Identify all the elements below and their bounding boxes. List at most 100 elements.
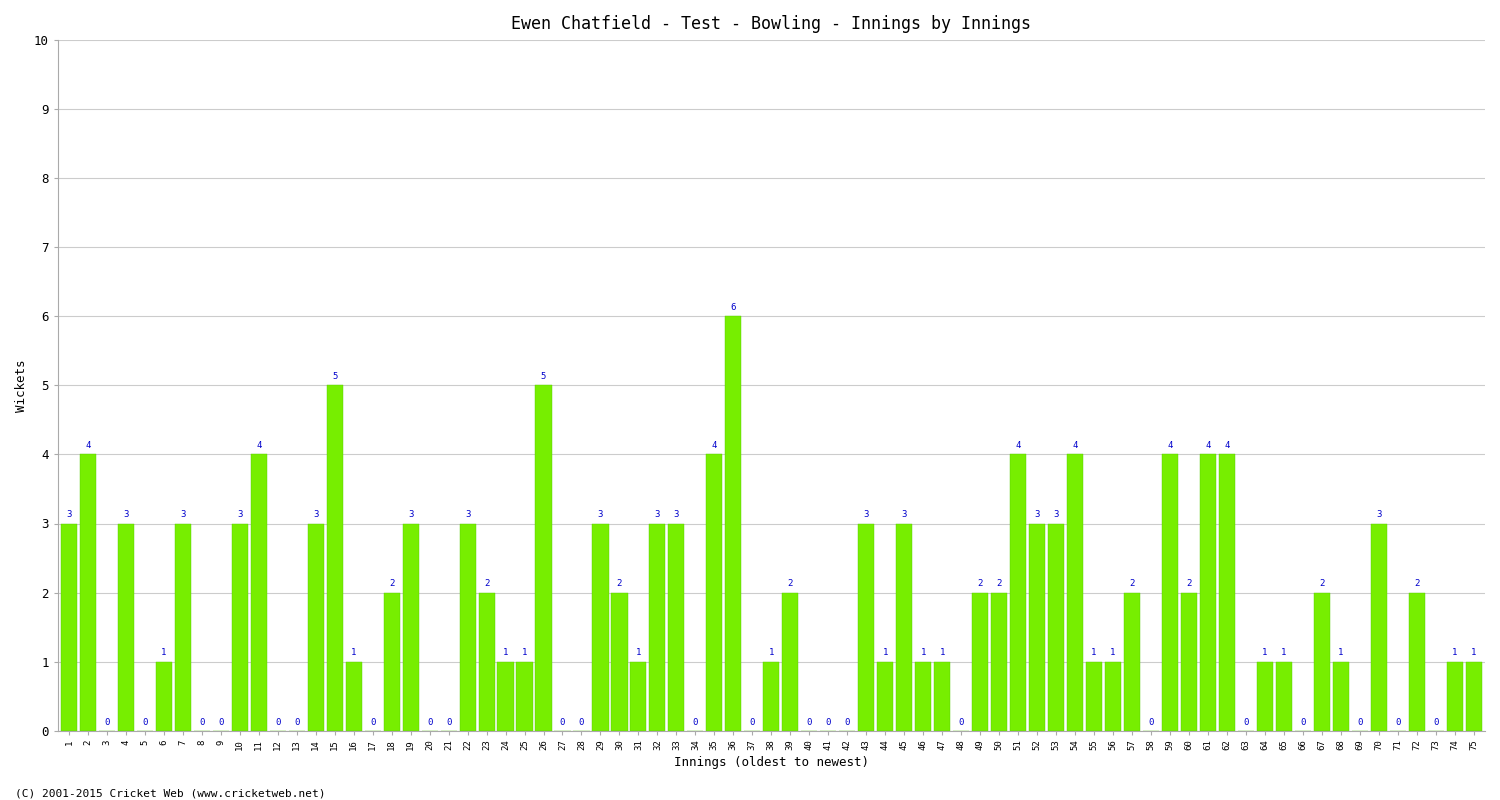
Text: 0: 0 [807, 718, 812, 726]
Text: 1: 1 [1452, 649, 1458, 658]
Bar [1446, 662, 1462, 730]
Text: 1: 1 [1092, 649, 1096, 658]
Text: 3: 3 [408, 510, 414, 519]
Bar [764, 662, 780, 730]
Text: 5: 5 [542, 372, 546, 382]
Text: 0: 0 [217, 718, 223, 726]
Bar [1466, 662, 1482, 730]
Text: 3: 3 [66, 510, 72, 519]
Bar [176, 523, 190, 730]
Text: 0: 0 [693, 718, 698, 726]
Bar [1029, 523, 1045, 730]
Text: 0: 0 [142, 718, 147, 726]
Text: 0: 0 [104, 718, 110, 726]
Text: 1: 1 [1338, 649, 1344, 658]
Text: 2: 2 [1130, 579, 1134, 589]
Bar [878, 662, 892, 730]
Bar [62, 523, 76, 730]
Text: 5: 5 [332, 372, 338, 382]
Bar [669, 523, 684, 730]
Text: 0: 0 [1148, 718, 1154, 726]
Text: 0: 0 [294, 718, 300, 726]
Text: 2: 2 [616, 579, 622, 589]
Text: 4: 4 [256, 442, 261, 450]
Bar [1048, 523, 1064, 730]
Text: 6: 6 [730, 303, 736, 312]
Bar [231, 523, 248, 730]
Bar [612, 593, 627, 730]
Bar [498, 662, 513, 730]
Text: 0: 0 [579, 718, 584, 726]
Bar [1257, 662, 1274, 730]
Text: 0: 0 [200, 718, 204, 726]
Bar [934, 662, 950, 730]
Bar [1220, 454, 1234, 730]
Bar [156, 662, 172, 730]
Text: 0: 0 [370, 718, 375, 726]
Bar [1180, 593, 1197, 730]
Text: 0: 0 [427, 718, 432, 726]
Text: 0: 0 [1244, 718, 1248, 726]
Text: 0: 0 [844, 718, 850, 726]
Bar [516, 662, 532, 730]
Text: 4: 4 [1167, 442, 1173, 450]
Title: Ewen Chatfield - Test - Bowling - Innings by Innings: Ewen Chatfield - Test - Bowling - Inning… [512, 15, 1032, 33]
Text: 1: 1 [882, 649, 888, 658]
Bar [1200, 454, 1216, 730]
Text: 2: 2 [388, 579, 394, 589]
Bar [1275, 662, 1292, 730]
Text: 3: 3 [674, 510, 680, 519]
X-axis label: Innings (oldest to newest): Innings (oldest to newest) [674, 756, 868, 769]
Bar [80, 454, 96, 730]
Text: 1: 1 [921, 649, 926, 658]
Bar [536, 386, 552, 730]
Text: 2: 2 [1186, 579, 1191, 589]
Text: 0: 0 [1300, 718, 1305, 726]
Text: 3: 3 [1053, 510, 1059, 519]
Bar [992, 593, 1006, 730]
Text: 4: 4 [1016, 442, 1020, 450]
Text: 3: 3 [314, 510, 318, 519]
Bar [726, 316, 741, 730]
Bar [1066, 454, 1083, 730]
Bar [345, 662, 362, 730]
Y-axis label: Wickets: Wickets [15, 359, 28, 412]
Bar [706, 454, 723, 730]
Text: 1: 1 [503, 649, 509, 658]
Text: 1: 1 [939, 649, 945, 658]
Text: 1: 1 [160, 649, 166, 658]
Text: 1: 1 [768, 649, 774, 658]
Text: 1: 1 [522, 649, 526, 658]
Bar [308, 523, 324, 730]
Text: 3: 3 [465, 510, 471, 519]
Bar [1371, 523, 1388, 730]
Text: 2: 2 [484, 579, 489, 589]
Bar [384, 593, 399, 730]
Text: 1: 1 [636, 649, 640, 658]
Bar [896, 523, 912, 730]
Text: 1: 1 [351, 649, 357, 658]
Bar [1314, 593, 1330, 730]
Text: 0: 0 [446, 718, 452, 726]
Text: 1: 1 [1110, 649, 1116, 658]
Text: 2: 2 [978, 579, 982, 589]
Text: 0: 0 [1358, 718, 1362, 726]
Bar [1010, 454, 1026, 730]
Text: 4: 4 [1224, 442, 1230, 450]
Text: 4: 4 [1204, 442, 1210, 450]
Text: 3: 3 [237, 510, 243, 519]
Text: 3: 3 [1376, 510, 1382, 519]
Text: 1: 1 [1281, 649, 1287, 658]
Text: 2: 2 [788, 579, 794, 589]
Bar [1124, 593, 1140, 730]
Text: 0: 0 [274, 718, 280, 726]
Text: 3: 3 [902, 510, 908, 519]
Bar [251, 454, 267, 730]
Text: 4: 4 [711, 442, 717, 450]
Bar [1332, 662, 1348, 730]
Text: 3: 3 [864, 510, 868, 519]
Text: 0: 0 [825, 718, 831, 726]
Text: 0: 0 [958, 718, 964, 726]
Text: 3: 3 [654, 510, 660, 519]
Text: 2: 2 [1318, 579, 1324, 589]
